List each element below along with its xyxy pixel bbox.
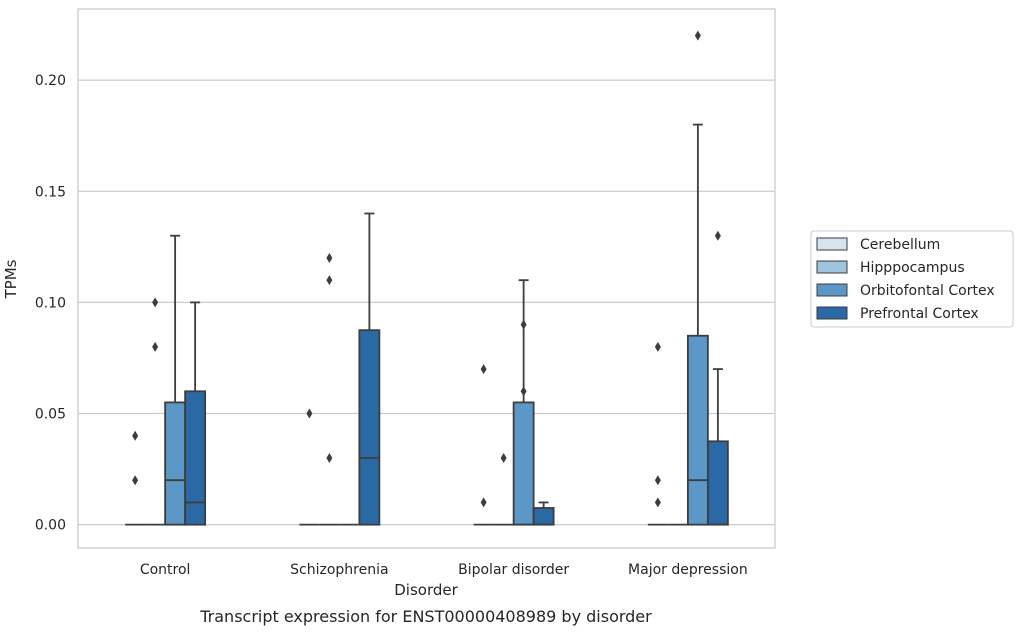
legend: Cerebellum Hipppocampus Orbitofontal Corte…	[810, 230, 1014, 328]
box-body	[532, 507, 555, 526]
outlier-point	[480, 497, 487, 508]
box-body	[706, 440, 729, 526]
box-2-3	[686, 123, 709, 526]
x-tick-label: Major depression	[628, 562, 748, 578]
box-body	[164, 401, 187, 526]
outlier-point	[520, 319, 527, 330]
box-3-2	[532, 501, 555, 526]
outlier-point	[694, 30, 701, 41]
box-body	[686, 334, 709, 526]
y-tick-label: 0.20	[35, 73, 66, 89]
legend-swatch	[816, 237, 848, 251]
legend-label: Orbitofontal Cortex	[860, 283, 995, 299]
box-3-3	[706, 368, 729, 526]
outlier-point	[132, 475, 139, 486]
legend-label: Prefrontal Cortex	[860, 306, 979, 322]
box-2-0	[164, 234, 187, 526]
outlier-point	[152, 297, 159, 308]
legend-frame	[810, 230, 1014, 328]
legend-label: Hipppocampus	[860, 260, 965, 276]
box-3-0	[184, 301, 207, 526]
outlier-point	[306, 408, 313, 419]
outlier-point	[714, 230, 721, 241]
plot-area-frame	[77, 8, 776, 549]
x-tick-label: Control	[140, 562, 191, 578]
outlier-point	[326, 252, 333, 263]
x-tick-labels: Control Schizophrenia Bipolar disorder Majo…	[140, 562, 748, 578]
y-tick-label: 0.00	[35, 518, 66, 534]
outlier-point	[326, 275, 333, 286]
y-tick-label: 0.10	[35, 295, 66, 311]
box-2-2	[512, 279, 535, 526]
outlier-point	[520, 386, 527, 397]
legend-label: Cerebellum	[860, 237, 940, 253]
legend-swatch	[816, 306, 848, 320]
x-tick-label: Schizophrenia	[290, 562, 388, 578]
box-body	[512, 401, 535, 526]
chart-caption: Transcript expression for ENST0000040898…	[199, 607, 652, 626]
boxes	[125, 123, 729, 526]
y-tick-label: 0.15	[35, 184, 66, 200]
legend-swatch	[816, 260, 848, 274]
box-body	[184, 390, 207, 526]
outlier-point	[500, 452, 507, 463]
outlier-point	[326, 452, 333, 463]
outlier-point	[480, 364, 487, 375]
outlier-point	[654, 497, 661, 508]
y-axis-label: TPMs	[2, 259, 20, 299]
outliers	[132, 30, 721, 508]
x-tick-label: Bipolar disorder	[458, 562, 569, 578]
box-body	[358, 329, 381, 526]
y-tick-label: 0.05	[35, 407, 66, 423]
x-axis-label: Disorder	[394, 581, 458, 599]
outlier-point	[654, 475, 661, 486]
legend-swatch	[816, 283, 848, 297]
outlier-point	[132, 430, 139, 441]
box-3-1	[358, 212, 381, 526]
outlier-point	[152, 341, 159, 352]
outlier-point	[654, 341, 661, 352]
y-tick-labels: 0.00 0.05 0.10 0.15 0.20	[35, 73, 66, 534]
